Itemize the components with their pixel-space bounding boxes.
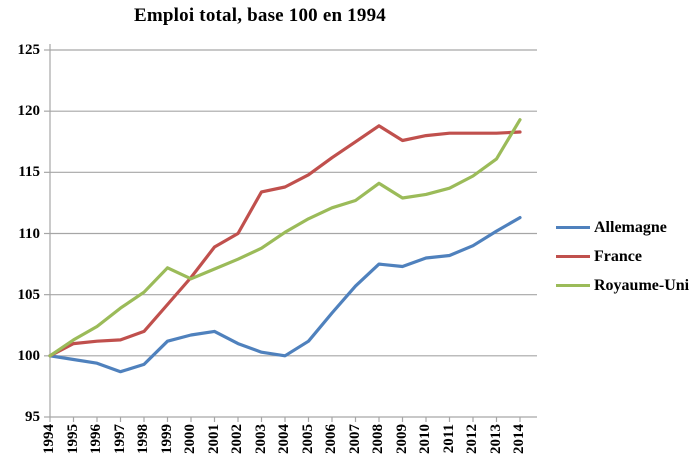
legend-color-line	[556, 284, 590, 287]
legend-item-france: France	[556, 242, 689, 271]
series-line-france	[48, 124, 522, 358]
y-axis-tick-label: 100	[17, 347, 41, 364]
x-axis-tick-label: 2006	[323, 424, 339, 454]
x-axis-tick-label: 2003	[252, 424, 269, 454]
x-axis-tick-label: 2002	[229, 424, 245, 454]
x-axis-tick-label: 1999	[158, 424, 175, 454]
x-axis-tick-label: 2013	[487, 424, 504, 454]
y-axis-tick-label: 105	[17, 286, 41, 303]
legend-item-allemagne: Allemagne	[556, 213, 689, 242]
legend-label: France	[594, 247, 642, 265]
legend: Allemagne France Royaume-Uni	[556, 213, 689, 300]
chart-title: Emploi total, base 100 en 1994	[134, 5, 386, 26]
legend-color-line	[556, 255, 590, 258]
y-axis-tick-label: 110	[18, 225, 40, 242]
x-axis-tick-label: 2004	[276, 424, 292, 454]
x-axis-tick-label: 1995	[64, 424, 81, 454]
x-axis-tick-label: 2010	[417, 424, 433, 454]
series-line-allemagne	[48, 216, 522, 374]
y-axis-tick-label: 115	[18, 164, 40, 181]
x-axis-tick-label: 2008	[370, 424, 386, 454]
y-axis-tick-label: 120	[17, 103, 41, 120]
legend-label: Royaume-Uni	[594, 276, 690, 294]
x-axis-tick-label: 2009	[393, 424, 410, 454]
x-axis-tick-label: 1997	[111, 424, 128, 454]
x-axis-tick-label: 1994	[41, 424, 57, 454]
x-axis-tick-label: 2005	[299, 424, 316, 454]
x-axis-tick-label: 1996	[88, 424, 104, 454]
x-axis-tick-label: 2000	[182, 424, 198, 454]
legend-color-line	[556, 226, 590, 229]
x-axis-tick-label: 2014	[511, 424, 527, 454]
legend-label: Allemagne	[594, 218, 667, 236]
x-axis-tick-label: 2007	[346, 424, 363, 454]
x-axis-tick-label: 2011	[440, 424, 457, 454]
legend-item-royaume-uni: Royaume-Uni	[556, 271, 689, 300]
series-line-royaume-uni	[48, 118, 522, 358]
x-axis-tick-label: 2001	[205, 424, 222, 454]
y-axis-tick-label: 125	[17, 42, 41, 58]
x-axis-tick-label: 1998	[135, 424, 151, 454]
y-axis-tick-label: 95	[25, 409, 40, 425]
x-axis-tick-label: 2012	[464, 424, 480, 454]
